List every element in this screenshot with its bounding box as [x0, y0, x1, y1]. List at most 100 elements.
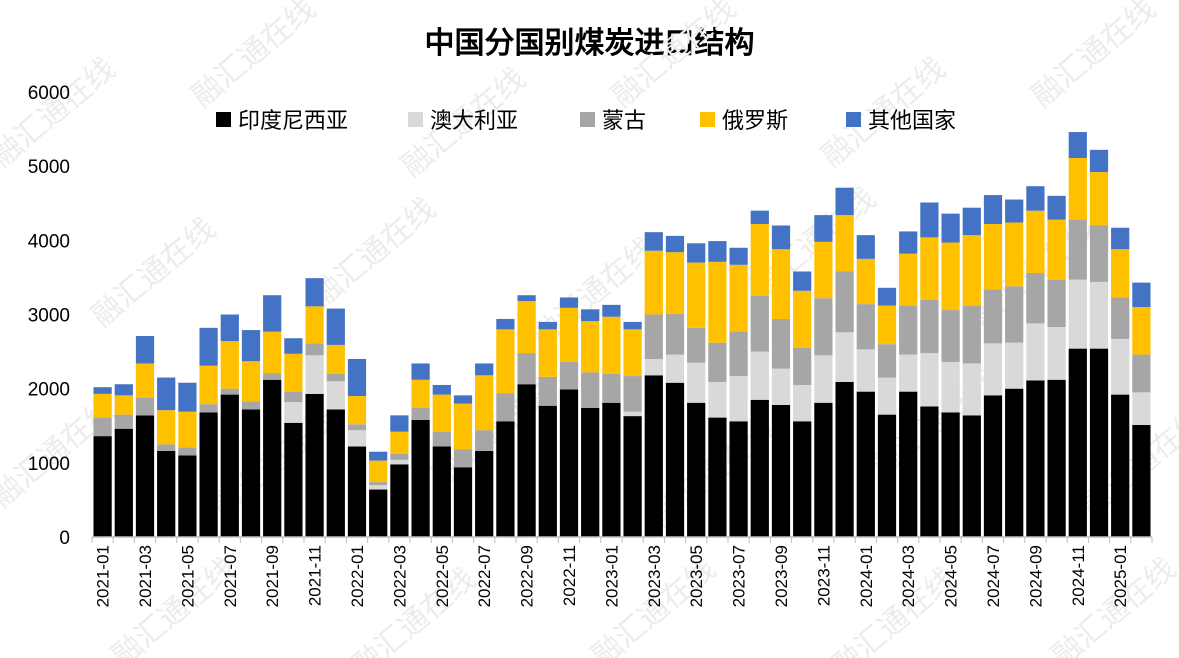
bar-segment-5 [453, 395, 473, 404]
x-tick-label: 2021-01 [94, 545, 113, 607]
bar-segment-3 [496, 393, 515, 422]
bar-segment-4 [263, 331, 282, 374]
y-tick-label: 3000 [28, 306, 70, 327]
bar-segment-1 [941, 412, 960, 537]
bar-segment-2 [1089, 281, 1109, 349]
bar-segment-4 [135, 363, 155, 398]
bar-segment-1 [602, 402, 621, 537]
bar-segment-3 [602, 373, 621, 403]
y-tick-label: 5000 [28, 157, 70, 178]
bar-segment-1 [199, 412, 218, 537]
x-tick-label: 2021-07 [221, 545, 240, 607]
bar-segment-4 [771, 249, 791, 319]
watermark-text: 融汇通在线 [85, 211, 222, 334]
bar-segment-2 [284, 402, 303, 423]
bar-segment-4 [581, 321, 600, 373]
bar-segment-5 [835, 187, 854, 216]
bar-segment-4 [517, 301, 536, 354]
bar-segment-1 [729, 421, 748, 537]
bar-segment-3 [114, 414, 133, 429]
bar-segment-4 [920, 237, 939, 300]
bar-segment-5 [284, 338, 303, 354]
bar-segment-3 [814, 298, 833, 356]
bar-segment-3 [263, 373, 282, 380]
y-tick-label: 2000 [28, 380, 70, 401]
bar-segment-5 [263, 295, 282, 332]
bar-segment-1 [496, 421, 515, 537]
bar-segment-3 [1089, 225, 1109, 282]
legend-label: 蒙古 [602, 109, 646, 134]
bar-segment-3 [369, 482, 388, 486]
legend-label: 印度尼西亚 [238, 109, 348, 134]
bar-segment-5 [1047, 195, 1066, 220]
bar-segment-4 [347, 396, 367, 425]
bar-segment-1 [559, 389, 579, 537]
bar-segment-3 [326, 373, 345, 382]
bar-segment-4 [708, 261, 727, 343]
bar-segment-1 [983, 395, 1003, 537]
bar-segment-1 [750, 399, 769, 537]
bar-segment-4 [1047, 219, 1066, 280]
bar-segment-5 [347, 359, 367, 397]
legend-swatch [700, 112, 715, 127]
y-tick-label: 1000 [28, 454, 70, 475]
bar-segment-1 [390, 464, 409, 537]
bar-segment-1 [220, 394, 239, 537]
bar-segment-4 [877, 305, 897, 345]
bar-segment-5 [602, 304, 621, 317]
bar-segment-4 [1026, 210, 1045, 273]
x-tick-label: 2021-11 [306, 545, 325, 606]
bar-segment-3 [1047, 279, 1066, 328]
bar-segment-5 [983, 195, 1003, 225]
bar-segment-2 [1047, 327, 1066, 380]
bar-segment-2 [708, 381, 727, 418]
x-tick-label: 2024-11 [1069, 545, 1088, 606]
bar-segment-4 [241, 361, 261, 402]
bar-segment-3 [135, 397, 155, 416]
bar-segment-3 [432, 431, 451, 447]
bar-segment-3 [1005, 286, 1024, 343]
bar-segment-1 [920, 406, 939, 537]
bar-segment-5 [1089, 149, 1109, 173]
bar-series-group [93, 132, 1151, 538]
bar-segment-3 [750, 295, 769, 352]
bar-segment-2 [835, 332, 854, 382]
bar-segment-1 [305, 393, 324, 537]
bar-segment-1 [453, 467, 473, 537]
legend-swatch [408, 112, 423, 127]
bar-segment-2 [962, 363, 981, 416]
bar-segment-3 [453, 449, 473, 468]
x-tick-label: 2021-09 [263, 545, 282, 607]
bar-segment-3 [199, 404, 218, 413]
bar-segment-2 [941, 361, 960, 413]
bar-segment-3 [475, 430, 494, 451]
legend: 印度尼西亚 澳大利亚 蒙古 俄罗斯 其他国家 [216, 109, 956, 134]
bar-segment-5 [729, 247, 748, 265]
bar-segment-4 [284, 353, 303, 392]
bar-segment-4 [538, 329, 557, 377]
legend-swatch [216, 112, 231, 127]
bar-segment-3 [1111, 297, 1130, 339]
bar-segment-5 [687, 243, 706, 263]
bar-segment-4 [1089, 172, 1109, 226]
x-tick-label: 2023-11 [814, 545, 833, 606]
bar-segment-4 [602, 316, 621, 374]
bar-segment-2 [856, 349, 875, 392]
chart-title: 中国分国别煤炭进口结构 [424, 26, 755, 61]
y-tick-label: 6000 [28, 83, 70, 104]
bar-segment-3 [729, 331, 748, 377]
bar-segment-4 [962, 235, 981, 306]
bar-segment-4 [644, 250, 663, 315]
bar-segment-1 [877, 414, 897, 538]
bar-segment-4 [1005, 222, 1024, 287]
bar-segment-1 [263, 379, 282, 537]
legend-label: 其他国家 [868, 109, 956, 134]
bar-segment-1 [1068, 348, 1087, 537]
bar-segment-4 [157, 410, 176, 445]
watermark-text: 融汇通在线 [0, 51, 123, 174]
bar-segment-1 [856, 391, 875, 537]
bar-segment-1 [1111, 394, 1130, 537]
bar-segment-3 [347, 424, 367, 431]
bar-segment-5 [1111, 227, 1130, 250]
